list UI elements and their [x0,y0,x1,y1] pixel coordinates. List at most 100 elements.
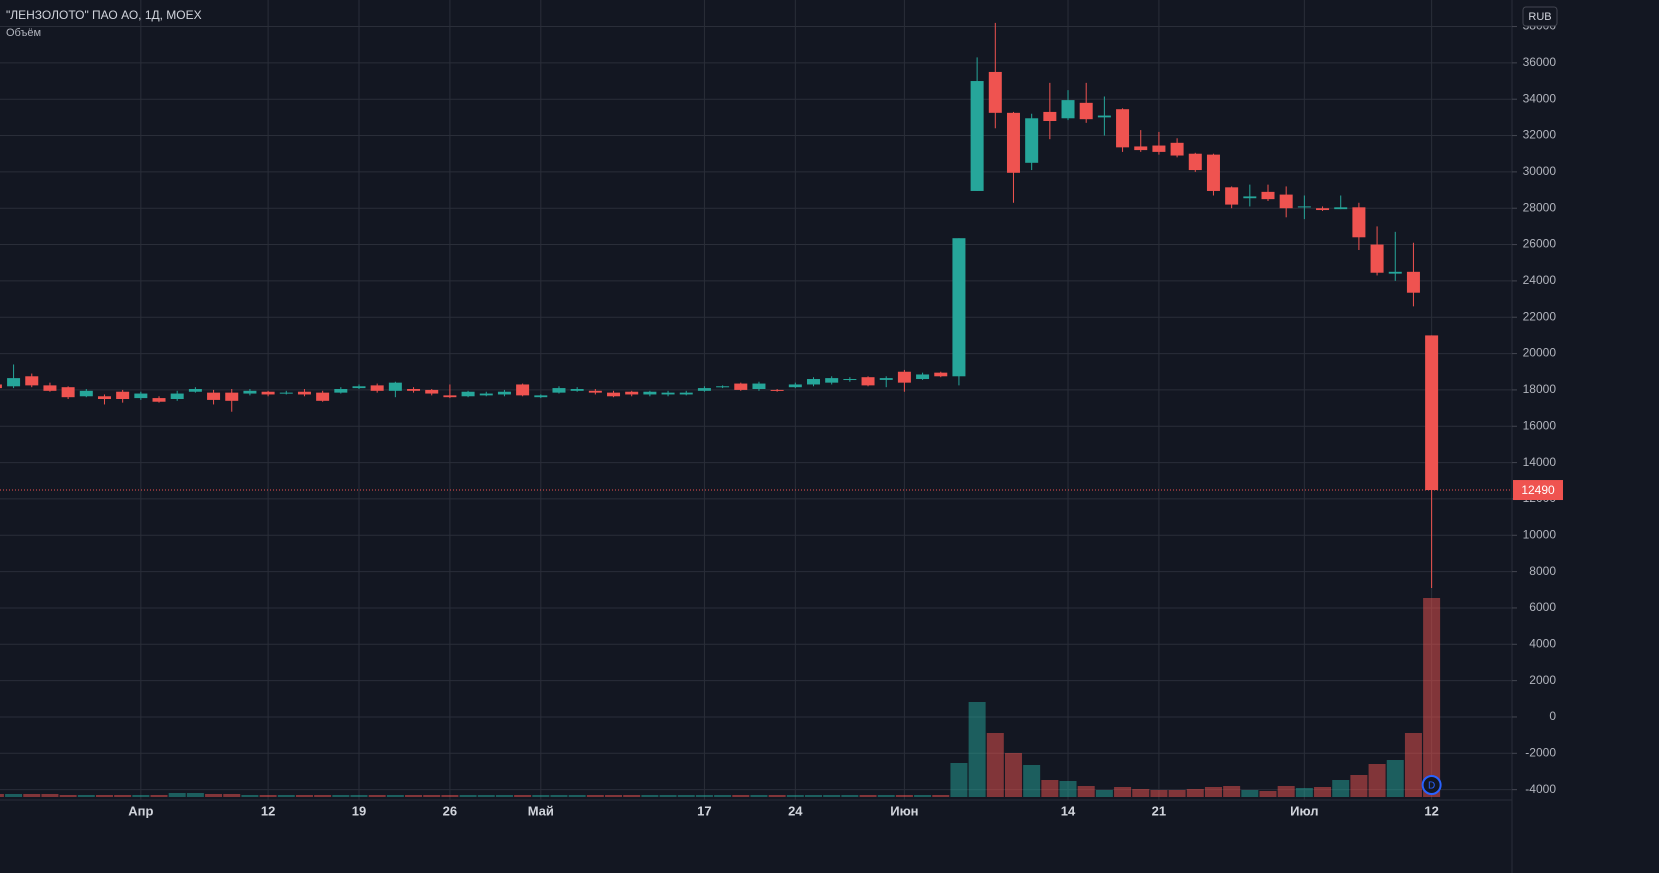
x-tick-label: 12 [261,803,275,818]
candle-body [334,389,348,393]
volume-bar [786,795,804,797]
y-tick-label: 2000 [1529,673,1556,687]
candle-body [188,389,202,392]
volume-bar [1204,787,1222,797]
candle-body [1297,206,1311,208]
candle-body [534,395,548,398]
candle-body [825,378,839,383]
candle-body [116,391,130,400]
candle-body [1079,102,1093,120]
event-marker[interactable] [1421,775,1442,795]
chart-title: "ЛЕНЗОЛОТО" ПАО АО, 1Д, MOEX [6,8,202,22]
volume-bar [1023,765,1041,797]
candle-body [625,391,639,395]
candle-body [716,386,730,388]
volume-bar [150,795,168,797]
volume-bar [41,794,59,797]
x-tick-label: Май [528,803,554,818]
volume-bar [859,795,877,797]
candle-body [152,398,166,402]
volume-bar [514,795,532,797]
candle-body [1425,335,1439,491]
volume-bar [550,795,568,797]
volume-bar [241,795,259,797]
volume-bar [459,795,477,797]
grid [0,0,1512,800]
volume-bar [277,795,295,797]
volume-bar [1168,790,1186,797]
candle-body [1334,207,1348,210]
volume-bar [77,795,95,797]
candle-body [7,378,21,387]
volume-bar [1423,598,1441,797]
volume-bar [568,795,586,797]
x-tick-label: 21 [1152,803,1166,818]
volume-bar [477,795,495,797]
volume-bar [1386,760,1404,797]
candle-body [497,391,511,395]
y-tick-label: 32000 [1523,128,1557,142]
x-tick-label: Июл [1290,803,1318,818]
volume-bar [386,795,404,797]
candle-body [916,374,930,380]
candle-body [170,393,184,400]
candle-body [1025,118,1039,163]
candle-body [588,390,602,393]
candle-body [1116,109,1130,148]
volume-bar [114,795,132,797]
candle-body [1225,187,1239,205]
candle-body [370,385,384,391]
volume-bar [732,795,750,797]
volume-bar [1004,753,1022,797]
candle-body [861,377,875,386]
candle-body [97,396,111,400]
currency-label: RUB [1528,11,1551,23]
candle-body [988,71,1002,113]
x-tick-label: 14 [1061,803,1076,818]
candle-body [843,379,857,381]
candle-body [243,390,257,394]
candle-body [879,378,893,380]
x-tick-label: Июн [890,803,918,818]
x-tick-label: 26 [443,803,457,818]
y-tick-label: 10000 [1523,527,1557,541]
volume-bar [950,763,968,797]
candle-body [1388,271,1402,274]
y-tick-label: 16000 [1523,418,1557,432]
volume-bar [186,793,204,797]
plot-area [0,22,1512,797]
candle-body [661,392,675,395]
candle-body [1043,111,1057,122]
candle-body [1316,208,1330,211]
candle-body [407,389,421,391]
candle-body [461,391,475,397]
candle-body [61,387,75,398]
volume-bar [350,795,368,797]
volume-bar [1132,789,1150,797]
volume-bar [532,795,550,797]
candle-body [516,384,530,396]
volume-bar [677,795,695,797]
candle-body [1243,196,1257,199]
volume-legend: Объём [6,27,41,39]
candle-body [1261,191,1275,200]
candle-body [443,395,457,398]
volume-bar [295,795,313,797]
x-tick-label: 19 [352,803,366,818]
volume-bar [168,793,186,797]
y-tick-label: 28000 [1523,200,1557,214]
volume-bar [695,795,713,797]
candle-body [607,392,621,397]
event-marker-label: D [1428,781,1435,792]
volume-bar [877,795,895,797]
volume-bar [1150,790,1168,797]
candle-body [352,386,366,389]
volume-bar [314,795,332,797]
volume-bar [0,794,4,797]
candle-body [970,81,984,191]
candle-body [897,371,911,383]
volume-bar [805,795,822,797]
volume-bar [1314,787,1332,797]
currency-badge[interactable] [1522,6,1558,27]
